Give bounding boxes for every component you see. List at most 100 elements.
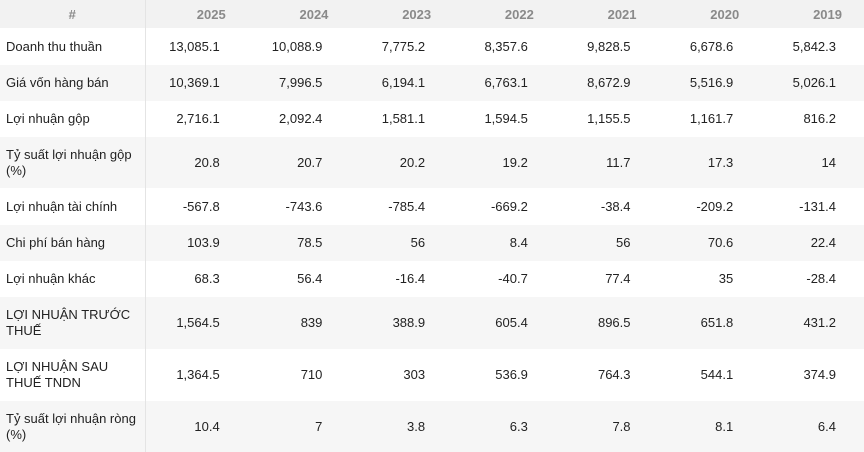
value-cell: -38.4	[600, 198, 631, 214]
value-cell: 1,364.5	[176, 367, 220, 382]
value-cell: 7,775.2	[381, 38, 426, 54]
value-cell: -567.8	[182, 198, 220, 214]
value-cell: -131.4	[799, 198, 836, 214]
value-cell: 5,026.1	[761, 65, 864, 101]
value-cell: 605.4	[453, 297, 556, 349]
value-cell: -743.6	[285, 198, 323, 214]
value-cell: 6,194.1	[350, 65, 454, 101]
table-row: Chi phí bán hàng 103.9 78.5 56 8.4 56 70.6 22.4	[0, 225, 864, 261]
value-cell: 374.9	[803, 367, 836, 382]
value-cell: 8.4	[453, 225, 556, 261]
value-cell: 839	[247, 297, 351, 349]
value-cell: 11.7	[555, 137, 659, 188]
value-cell: 896.5	[555, 297, 659, 349]
value-cell: 6.4	[761, 401, 864, 452]
table-row: Tỷ suất lợi nhuận ròng (%) 10.4 7 3.8 6.3 7.8…	[0, 401, 864, 452]
row-label: Tỷ suất lợi nhuận gộp (%)	[0, 137, 146, 188]
value-cell: 7	[247, 401, 351, 452]
value-cell: -16.4	[395, 271, 426, 286]
value-cell: 19.2	[453, 137, 556, 188]
value-cell: 5,516.9	[658, 65, 762, 101]
value-cell: 764.3	[597, 367, 631, 382]
table-row: Tỷ suất lợi nhuận gộp (%) 20.8 20.7 20.2 19.…	[0, 137, 864, 188]
table-row: Lợi nhuận tài chính -567.8 -743.6 -785.4 -66…	[0, 188, 864, 225]
index-header: #	[0, 0, 146, 28]
year-header: 2020	[658, 0, 762, 28]
value-cell: 544.1	[700, 367, 734, 382]
value-cell: 22.4	[761, 225, 864, 261]
value-cell: 1,581.1	[381, 111, 426, 126]
value-cell: 13,085.1	[169, 38, 220, 54]
table-row: LỢI NHUẬN SAU THUẾ TNDN 1,364.5 710 303 536.…	[0, 349, 864, 401]
value-cell: 8,672.9	[555, 65, 659, 101]
row-label: Chi phí bán hàng	[0, 225, 146, 261]
value-cell: 14	[761, 137, 864, 188]
value-cell: 35	[718, 271, 734, 286]
value-cell: -669.2	[490, 198, 528, 214]
value-cell: 1,155.5	[587, 111, 631, 126]
value-cell: 10.4	[145, 401, 248, 452]
year-header: 2022	[453, 0, 556, 28]
table-body: Doanh thu thuần 13,085.1 10,088.9 7,775.2 8,…	[0, 28, 864, 452]
value-cell: 103.9	[145, 225, 248, 261]
value-cell: 20.7	[247, 137, 351, 188]
value-cell: 6,763.1	[453, 65, 556, 101]
row-label: Doanh thu thuần	[0, 28, 146, 65]
value-cell: 2,716.1	[176, 111, 220, 126]
value-cell: 70.6	[658, 225, 762, 261]
value-cell: 303	[403, 367, 426, 382]
value-cell: 5,842.3	[792, 38, 836, 54]
value-cell: 2,092.4	[279, 111, 323, 126]
value-cell: 7.8	[555, 401, 659, 452]
year-header: 2023	[350, 0, 454, 28]
value-cell: 56	[350, 225, 454, 261]
table-row: Lợi nhuận gộp 2,716.1 2,092.4 1,581.1 1,594.…	[0, 101, 864, 137]
value-cell: 20.8	[145, 137, 248, 188]
value-cell: 8.1	[658, 401, 762, 452]
value-cell: 56	[555, 225, 659, 261]
row-label: Giá vốn hàng bán	[0, 65, 146, 101]
year-header: 2021	[555, 0, 659, 28]
value-cell: 816.2	[803, 111, 836, 126]
value-cell: -28.4	[806, 271, 836, 286]
year-header: 2019	[761, 0, 864, 28]
table-row: Giá vốn hàng bán 10,369.1 7,996.5 6,194.1 6,…	[0, 65, 864, 101]
value-cell: 20.2	[350, 137, 454, 188]
value-cell: 17.3	[658, 137, 762, 188]
value-cell: 9,828.5	[587, 38, 631, 54]
value-cell: 3.8	[350, 401, 454, 452]
value-cell: 68.3	[194, 271, 220, 286]
value-cell: 10,369.1	[145, 65, 248, 101]
header-row: #2025 2024 2023 2022 2021 2020 2019	[0, 0, 864, 28]
value-cell: -209.2	[696, 198, 734, 214]
value-cell: 56.4	[297, 271, 323, 286]
value-cell: 7,996.5	[247, 65, 351, 101]
row-label: Tỷ suất lợi nhuận ròng (%)	[0, 401, 146, 452]
value-cell: 78.5	[247, 225, 351, 261]
table-row: Doanh thu thuần 13,085.1 10,088.9 7,775.2 8,…	[0, 28, 864, 65]
year-header: 2024	[247, 0, 351, 28]
row-label: Lợi nhuận khác	[0, 261, 146, 297]
value-cell: 1,594.5	[484, 111, 528, 126]
value-cell: 77.4	[605, 271, 631, 286]
value-cell: 388.9	[350, 297, 454, 349]
table-row: Lợi nhuận khác 68.3 56.4 -16.4 -40.7 77.4 35 -2…	[0, 261, 864, 297]
value-cell: 710	[300, 367, 323, 382]
value-cell: 10,088.9	[271, 38, 323, 54]
value-cell: 536.9	[495, 367, 528, 382]
table-row: LỢI NHUẬN TRƯỚC THUẾ 1,564.5 839 388.9 605.4…	[0, 297, 864, 349]
value-cell: 8,357.6	[484, 38, 528, 54]
value-cell: 431.2	[761, 297, 864, 349]
year-header: 2025	[145, 0, 248, 28]
row-label: Lợi nhuận gộp	[0, 101, 146, 137]
value-cell: 6.3	[453, 401, 556, 452]
value-cell: -40.7	[498, 271, 528, 286]
value-cell: -785.4	[388, 198, 426, 214]
value-cell: 6,678.6	[689, 38, 734, 54]
row-label: Lợi nhuận tài chính	[0, 188, 146, 225]
value-cell: 1,564.5	[145, 297, 248, 349]
row-label: LỢI NHUẬN SAU THUẾ TNDN	[0, 349, 146, 401]
value-cell: 1,161.7	[689, 111, 734, 126]
